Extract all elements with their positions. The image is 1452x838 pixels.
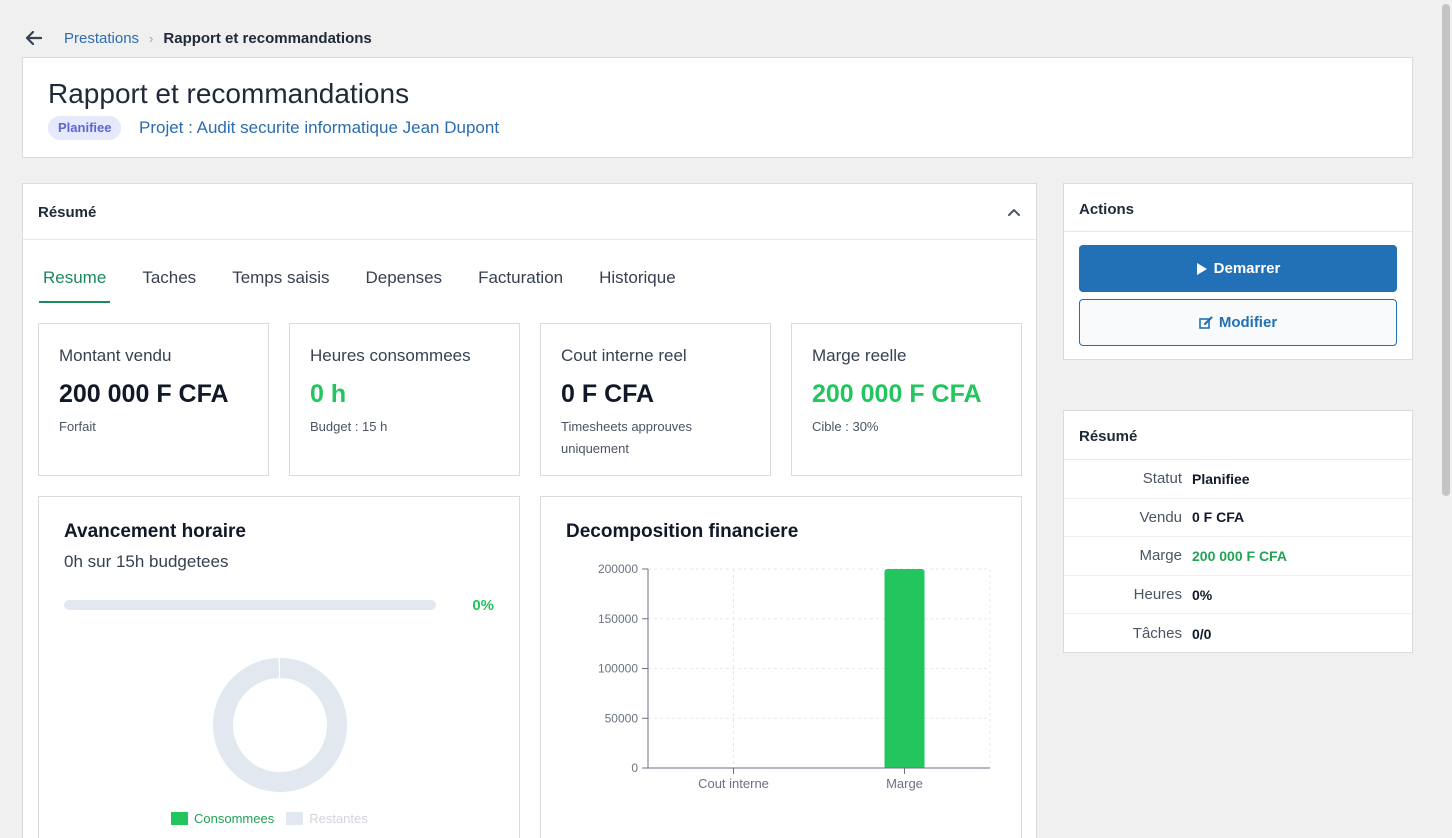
breadcrumb-link-prestations[interactable]: Prestations xyxy=(64,29,140,47)
stat-card-heures-consommees: Heures consommees 0 h Budget : 15 h xyxy=(289,323,520,476)
summary-row-statut: Statut Planifiee xyxy=(1064,460,1412,499)
chevron-up-icon[interactable] xyxy=(1006,204,1022,220)
hours-donut-chart xyxy=(213,658,347,792)
page-header: Rapport et recommandations Planifiee Pro… xyxy=(22,57,1413,158)
tab-temps-saisis[interactable]: Temps saisis xyxy=(232,268,330,287)
y-tick-label: 0 xyxy=(631,761,638,775)
actions-title: Actions xyxy=(1079,201,1135,218)
row-value: 0/0 xyxy=(1192,625,1212,642)
finance-panel-title: Decomposition financiere xyxy=(566,521,799,542)
y-tick-label: 150000 xyxy=(598,612,638,626)
stat-subtext: Budget : 15 h xyxy=(310,419,388,434)
row-label: Vendu xyxy=(1139,508,1182,526)
stat-card-marge-reelle: Marge reelle 200 000 F CFA Cible : 30% xyxy=(791,323,1022,476)
x-tick-label: Marge xyxy=(886,776,923,791)
stat-label: Montant vendu xyxy=(59,346,172,365)
summary-row-vendu: Vendu 0 F CFA xyxy=(1064,499,1412,538)
summary-row-heures: Heures 0% xyxy=(1064,576,1412,615)
y-tick-label: 50000 xyxy=(605,711,639,725)
page-title: Rapport et recommandations xyxy=(48,78,410,109)
legend-label: Restantes xyxy=(309,811,368,826)
row-label: Tâches xyxy=(1132,625,1182,643)
stat-label: Heures consommees xyxy=(310,346,471,365)
edit-button[interactable]: Modifier xyxy=(1079,299,1397,346)
summary-panel-title: Résumé xyxy=(1079,428,1138,445)
hours-panel-subtitle: 0h sur 15h budgetees xyxy=(64,552,229,571)
breadcrumb-separator: › xyxy=(149,30,154,46)
legend-label: Consommees xyxy=(194,811,275,826)
stat-value: 200 000 F CFA xyxy=(59,380,229,408)
stat-value: 0 h xyxy=(310,380,347,408)
start-button-label: Demarrer xyxy=(1213,260,1281,277)
legend-item-restantes[interactable]: Restantes xyxy=(286,811,368,826)
start-button[interactable]: Demarrer xyxy=(1079,245,1397,292)
stat-subtext: Cible : 30% xyxy=(812,419,879,434)
edit-button-label: Modifier xyxy=(1218,314,1278,331)
summary-row-marge: Marge 200 000 F CFA xyxy=(1064,537,1412,576)
row-value: Planifiee xyxy=(1192,470,1250,487)
breadcrumb-current: Rapport et recommandations xyxy=(163,29,372,47)
page-scrollbar[interactable] xyxy=(1440,0,1452,838)
stat-card-cout-interne: Cout interne reel 0 F CFA Timesheets app… xyxy=(540,323,771,476)
summary-panel-header: Résumé xyxy=(1064,411,1412,460)
hours-panel-title: Avancement horaire xyxy=(64,521,246,542)
tab-bar: Resume Taches Temps saisis Depenses Fact… xyxy=(39,254,708,304)
tab-depenses[interactable]: Depenses xyxy=(365,268,443,287)
play-icon xyxy=(1196,262,1208,276)
tab-resume[interactable]: Resume xyxy=(39,254,111,303)
finance-bar-chart: 0 50000 100000 150000 200000 Cout interne Marg… xyxy=(598,562,991,791)
tab-taches[interactable]: Taches xyxy=(142,268,197,287)
row-label: Heures xyxy=(1133,586,1182,604)
bar-marge[interactable] xyxy=(884,569,925,768)
breadcrumb: Prestations › Rapport et recommandations xyxy=(24,27,372,49)
summary-section-title: Résumé xyxy=(38,204,97,221)
back-arrow-icon[interactable] xyxy=(24,28,44,48)
tab-facturation[interactable]: Facturation xyxy=(478,268,564,287)
legend-swatch xyxy=(171,812,188,825)
row-label: Marge xyxy=(1139,547,1182,565)
edit-icon xyxy=(1199,315,1213,330)
stat-card-montant-vendu: Montant vendu 200 000 F CFA Forfait xyxy=(38,323,269,476)
y-tick-label: 200000 xyxy=(598,562,638,576)
status-badge: Planifiee xyxy=(48,116,122,140)
summary-section-header[interactable]: Résumé xyxy=(23,184,1036,240)
donut-slice-restantes xyxy=(213,658,347,792)
hours-progress-bar xyxy=(64,600,436,610)
actions-panel: Actions Demarrer Modifier xyxy=(1063,183,1413,360)
stat-value: 200 000 F CFA xyxy=(812,380,982,408)
hours-progress-panel: Avancement horaire 0h sur 15h budgetees … xyxy=(38,496,520,838)
stat-label: Marge reelle xyxy=(812,346,907,365)
stat-label: Cout interne reel xyxy=(561,346,687,365)
row-value: 0 F CFA xyxy=(1192,509,1245,526)
finance-breakdown-panel: Decomposition financiere 0 50000 100000 150… xyxy=(540,496,1022,838)
tab-historique[interactable]: Historique xyxy=(599,268,676,287)
actions-header: Actions xyxy=(1064,184,1412,232)
row-value: 200 000 F CFA xyxy=(1192,547,1287,564)
stat-value: 0 F CFA xyxy=(561,380,655,408)
summary-section: Résumé Resume Taches Temps saisis Depens… xyxy=(22,183,1037,838)
x-tick-label: Cout interne xyxy=(698,776,769,791)
project-link[interactable]: Projet : Audit securite informatique Jea… xyxy=(139,118,500,137)
scrollbar-thumb[interactable] xyxy=(1442,4,1450,496)
legend-item-consommees[interactable]: Consommees xyxy=(171,811,274,826)
hours-progress-percent: 0% xyxy=(472,597,494,614)
summary-row-taches: Tâches 0/0 xyxy=(1064,614,1412,653)
donut-legend: Consommees Restantes xyxy=(171,811,380,826)
row-label: Statut xyxy=(1142,470,1182,488)
y-tick-label: 100000 xyxy=(598,662,638,676)
stat-subtext: Forfait xyxy=(59,419,96,434)
stat-subtext: Timesheets approuves uniquement xyxy=(561,419,693,456)
legend-swatch xyxy=(286,812,304,825)
row-value: 0% xyxy=(1192,586,1213,603)
summary-panel: Résumé Statut Planifiee Vendu 0 F CFA Ma… xyxy=(1063,410,1413,653)
